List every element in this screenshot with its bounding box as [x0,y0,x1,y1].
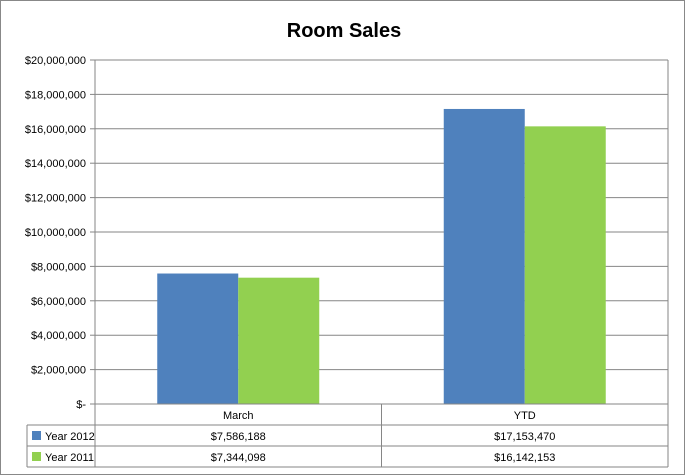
category-label: YTD [514,410,536,422]
y-tick-label: $2,000,000 [31,365,86,377]
y-tick-label: $4,000,000 [31,330,86,342]
category-label: March [223,410,254,422]
y-tick-label: $10,000,000 [25,227,86,239]
bar-year-2012-march [157,273,239,404]
bar-year-2011-march [238,277,320,404]
data-table: March YTD Year 2012 $7,586,188 $17,153,470 Ye… [26,59,669,468]
legend-label: Year 2012 [45,431,95,443]
y-tick-label: $8,000,000 [31,261,86,273]
y-tick-label: $6,000,000 [31,296,86,308]
y-tick-label: $20,000,000 [25,55,86,67]
y-tick-label: $14,000,000 [25,158,86,170]
value-cell: $7,586,188 [211,431,266,443]
legend-key [32,431,41,440]
legend-key [32,452,41,461]
value-cell: $7,344,098 [211,452,266,464]
bars [157,108,606,404]
bar-year-2011-ytd [524,126,606,404]
y-tick-label: $18,000,000 [25,89,86,101]
value-cell: $17,153,470 [494,431,555,443]
legend-label: Year 2011 [45,452,94,464]
y-axis: $- $2,000,000 $4,000,000 $6,000,000 $8,000,0… [25,55,96,411]
chart-title: Room Sales [287,20,401,42]
y-tick-label: $16,000,000 [25,124,86,136]
y-tick-label: $12,000,000 [25,193,86,205]
y-tick-label: $- [76,399,86,411]
bar-year-2012-ytd [443,108,525,404]
value-cell: $16,142,153 [494,452,555,464]
